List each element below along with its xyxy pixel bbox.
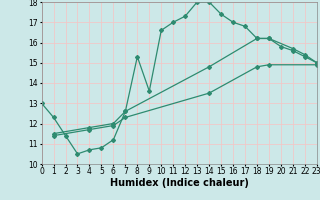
X-axis label: Humidex (Indice chaleur): Humidex (Indice chaleur) — [110, 178, 249, 188]
